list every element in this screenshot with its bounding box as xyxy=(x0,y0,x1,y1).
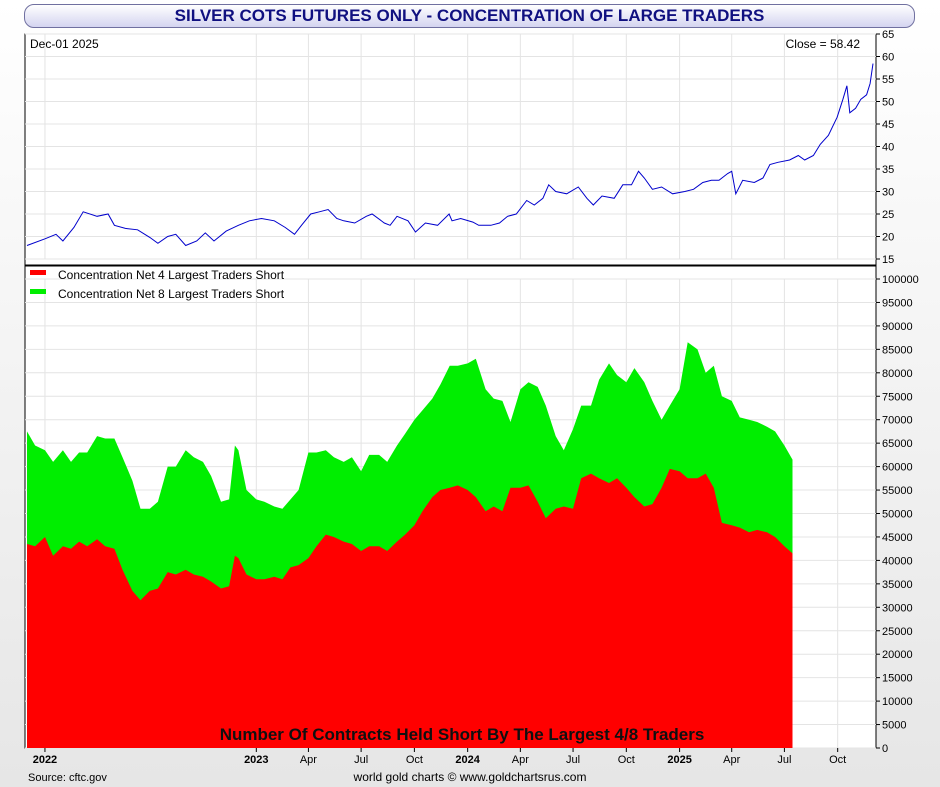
x-tick-label: 2023 xyxy=(244,754,268,766)
legend-label-top4: Concentration Net 4 Largest Traders Shor… xyxy=(58,268,285,282)
concentration-tick-label: 75000 xyxy=(882,391,913,403)
concentration-tick-label: 20000 xyxy=(882,649,913,661)
x-tick-label: Oct xyxy=(406,754,423,766)
credit-label: world gold charts © www.goldchartsrus.co… xyxy=(353,770,587,784)
legend-swatch-top8 xyxy=(30,289,46,294)
price-tick-label: 50 xyxy=(882,97,894,109)
concentration-tick-label: 65000 xyxy=(882,438,913,450)
price-tick-label: 65 xyxy=(882,29,894,41)
concentration-tick-label: 15000 xyxy=(882,673,913,685)
price-tick-label: 45 xyxy=(882,119,894,131)
close-label: Close = 58.42 xyxy=(786,37,861,51)
x-tick-label: Oct xyxy=(618,754,635,766)
area-caption: Number Of Contracts Held Short By The La… xyxy=(220,725,705,744)
concentration-tick-label: 25000 xyxy=(882,626,913,638)
concentration-tick-label: 10000 xyxy=(882,696,913,708)
concentration-tick-label: 60000 xyxy=(882,462,913,474)
price-tick-label: 25 xyxy=(882,209,894,221)
x-tick-label: 2025 xyxy=(667,754,691,766)
concentration-tick-label: 70000 xyxy=(882,415,913,427)
source-label: Source: cftc.gov xyxy=(28,772,107,784)
price-tick-label: 30 xyxy=(882,187,894,199)
concentration-tick-label: 0 xyxy=(882,743,888,755)
x-tick-label: Oct xyxy=(829,754,846,766)
x-tick-label: Apr xyxy=(512,754,529,766)
legend: Concentration Net 4 Largest Traders Shor… xyxy=(30,268,285,301)
concentration-tick-label: 95000 xyxy=(882,297,913,309)
price-panel xyxy=(24,33,877,266)
date-label: Dec-01 2025 xyxy=(30,37,99,51)
concentration-tick-label: 90000 xyxy=(882,321,913,333)
concentration-tick-label: 30000 xyxy=(882,602,913,614)
price-tick-label: 55 xyxy=(882,74,894,86)
concentration-tick-label: 80000 xyxy=(882,368,913,380)
price-grid xyxy=(25,33,876,260)
concentration-tick-label: 5000 xyxy=(882,720,906,732)
legend-swatch-top4 xyxy=(30,270,46,275)
x-tick-label: 2022 xyxy=(33,754,57,766)
price-tick-label: 40 xyxy=(882,142,894,154)
legend-label-top8: Concentration Net 8 Largest Traders Shor… xyxy=(58,287,285,301)
x-tick-label: Apr xyxy=(300,754,317,766)
price-tick-label: 60 xyxy=(882,52,894,64)
price-y-axis: 15 20 25 30 35 40 45 50 55 60 65 xyxy=(876,29,894,266)
x-axis: 2022 2023 Apr Jul Oct 2024 Apr Jul Oct 2025 Apr Jul… xyxy=(33,748,846,766)
concentration-y-axis: 0 5000 10000 15000 20000 25000 30000 35000 40000… xyxy=(876,274,919,755)
x-tick-label: Jul xyxy=(354,754,368,766)
x-tick-label: 2024 xyxy=(455,754,480,766)
x-tick-label: Jul xyxy=(566,754,580,766)
x-tick-label: Jul xyxy=(777,754,791,766)
concentration-tick-label: 50000 xyxy=(882,509,913,521)
concentration-tick-label: 40000 xyxy=(882,555,913,567)
price-tick-label: 35 xyxy=(882,164,894,176)
price-series-line xyxy=(26,63,874,247)
concentration-tick-label: 100000 xyxy=(882,274,919,286)
concentration-tick-label: 35000 xyxy=(882,579,913,591)
concentration-tick-label: 55000 xyxy=(882,485,913,497)
area-top4 xyxy=(27,468,793,748)
chart-title: SILVER COTS FUTURES ONLY - CONCENTRATION… xyxy=(24,4,915,28)
concentration-tick-label: 45000 xyxy=(882,532,913,544)
x-tick-label: Apr xyxy=(723,754,740,766)
price-tick-label: 15 xyxy=(882,254,894,266)
concentration-tick-label: 85000 xyxy=(882,344,913,356)
price-tick-label: 20 xyxy=(882,232,894,244)
